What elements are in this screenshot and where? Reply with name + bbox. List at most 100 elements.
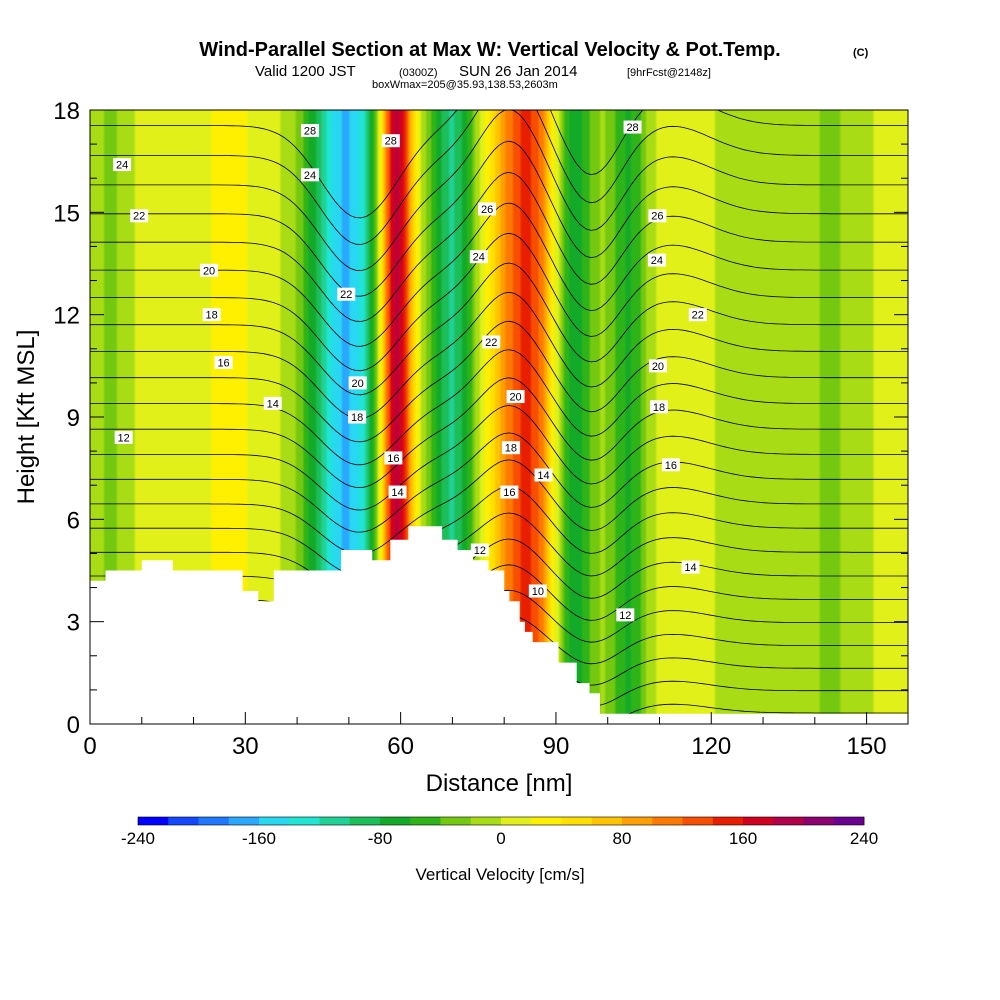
contour-label-bg: [214, 355, 233, 369]
contour-label-text: 16: [503, 487, 515, 499]
chart-title: Wind-Parallel Section at Max W: Vertical…: [199, 39, 780, 61]
contour-label-text: 20: [509, 392, 521, 404]
contour-label-bg: [202, 308, 221, 322]
contour-label-bg: [470, 543, 489, 557]
contour-label-text: 12: [619, 610, 631, 622]
theta-contour-line: [90, 512, 908, 598]
contour-label-bg: [661, 458, 680, 472]
contour-label: 22: [337, 287, 356, 301]
contour-label-text: 18: [505, 443, 517, 455]
contour-label-bg: [381, 134, 400, 148]
contour-label-bg: [649, 400, 668, 414]
x-tick-label: 90: [543, 733, 570, 760]
contour-label: 16: [214, 355, 233, 369]
contour-label: 18: [202, 308, 221, 322]
contour-label: 18: [501, 441, 520, 455]
contour-label-text: 16: [665, 460, 677, 472]
y-tick-label: 12: [53, 303, 80, 330]
contour-label-text: 26: [481, 204, 493, 216]
contour-label-text: 24: [473, 252, 485, 264]
contour-label: 18: [649, 400, 668, 414]
contour-label: 24: [301, 168, 320, 182]
colorbar-swatch: [833, 817, 865, 825]
contour-label-text: 14: [537, 470, 549, 482]
contour-label-bg: [337, 287, 356, 301]
contour-label: 28: [623, 120, 642, 134]
colorbar-tick-label: -80: [368, 829, 393, 848]
contour-label-bg: [384, 451, 403, 465]
colorbar-swatch: [622, 817, 653, 825]
subtitle-date: SUN 26 Jan 2014: [459, 63, 577, 80]
x-tick-label: 150: [847, 733, 887, 760]
contour-label: 24: [113, 158, 132, 172]
contour-label-bg: [263, 396, 282, 410]
colorbar-tick-label: 160: [729, 829, 757, 848]
colorbar-swatch: [591, 817, 623, 825]
contour-label-bg: [482, 335, 501, 349]
contour-label-bg: [534, 468, 553, 482]
y-tick-label: 15: [53, 200, 80, 227]
colorbar-swatch: [138, 817, 169, 825]
colorbar-swatch: [228, 817, 260, 825]
subtitle-valid-time: Valid 1200 JST: [255, 63, 356, 80]
contour-label-bg: [688, 308, 707, 322]
contour-label: 14: [388, 485, 407, 499]
contour-label-text: 22: [133, 211, 145, 223]
contour-label-bg: [528, 584, 547, 598]
contour-label: 16: [661, 458, 680, 472]
theta-contour-line: [90, 320, 908, 443]
plot-area: [90, 110, 908, 724]
contour-label-bg: [200, 263, 219, 277]
colorbar-swatch: [743, 817, 774, 825]
contour-label-text: 24: [651, 255, 663, 267]
theta-contour-line: [90, 171, 908, 322]
y-tick-label: 9: [67, 405, 80, 432]
x-tick-label: 120: [691, 733, 731, 760]
contour-label: 16: [384, 451, 403, 465]
contour-label-text: 18: [653, 402, 665, 414]
colorbar-tick-label: -240: [121, 829, 155, 848]
contour-label: 12: [616, 608, 635, 622]
colorbar-tick-label: 80: [613, 829, 632, 848]
y-tick-label: 6: [67, 507, 80, 534]
colorbar-swatch: [531, 817, 562, 825]
contour-label-bg: [648, 209, 667, 223]
contour-label-bg: [113, 158, 132, 172]
colorbar-swatch: [289, 817, 320, 825]
copyright-mark: (C): [853, 47, 869, 59]
contour-label-text: 14: [684, 562, 696, 574]
contour-label-text: 22: [340, 289, 352, 301]
contour-label: 10: [528, 584, 547, 598]
contour-label-text: 14: [391, 487, 403, 499]
colorbar: -240 -160 -80 0 80 160 240: [121, 816, 878, 848]
contour-label-text: 18: [206, 310, 218, 322]
contour-label: 22: [688, 308, 707, 322]
colorbar-swatch: [712, 817, 744, 825]
chart-subtitle: Valid 1200 JST (0300Z) SUN 26 Jan 2014 […: [255, 63, 711, 80]
y-tick-label: 18: [53, 98, 80, 125]
contour-labels: 24 22 20 18 16 14 12 28 24 22 20 18 28 16 14 26 24 22 20 18…: [113, 120, 707, 622]
contour-label: 24: [647, 253, 666, 267]
colorbar-tick-label: 240: [850, 829, 878, 848]
contour-label-text: 20: [203, 265, 215, 277]
y-tick-label: 0: [67, 712, 80, 739]
contour-label: 26: [648, 209, 667, 223]
colorbar-swatch: [319, 817, 351, 825]
contour-label-text: 20: [652, 361, 664, 373]
terrain-mask: [90, 526, 908, 724]
contour-label: 14: [681, 560, 700, 574]
contour-label-bg: [130, 209, 149, 223]
colorbar-tick-label: 0: [496, 829, 505, 848]
contour-label-text: 22: [692, 310, 704, 322]
colorbar-swatch: [380, 817, 411, 825]
contour-label-bg: [681, 560, 700, 574]
contour-label: 16: [500, 485, 519, 499]
colorbar-swatch: [561, 817, 593, 825]
contour-label-bg: [648, 359, 667, 373]
contour-label: 20: [648, 359, 667, 373]
contour-label: 14: [534, 468, 553, 482]
contour-label-text: 16: [387, 453, 399, 465]
contour-label-text: 28: [385, 136, 397, 148]
subtitle-utc-time: (0300Z): [399, 67, 438, 79]
